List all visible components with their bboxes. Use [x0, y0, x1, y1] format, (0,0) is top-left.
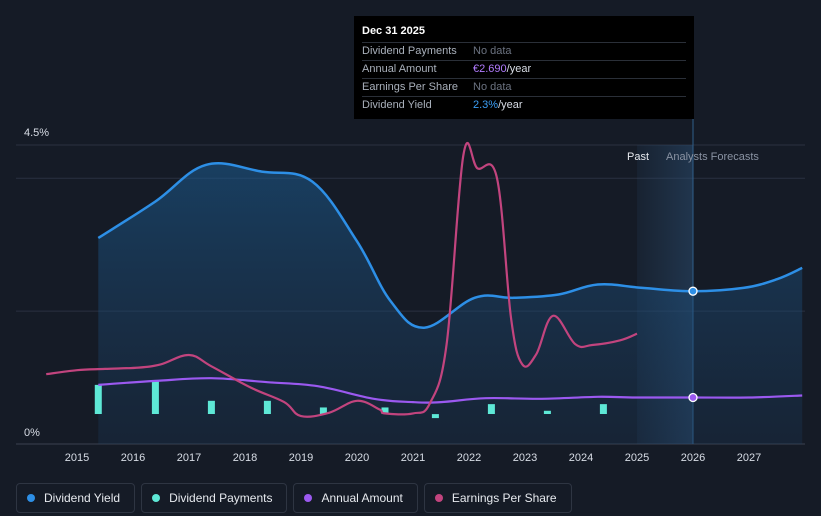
tooltip-value-wrap: €2.690/year [473, 61, 531, 78]
x-tick-2026: 2026 [681, 452, 705, 464]
tooltip-row-earnings-per-share: Earnings Per Share No data [362, 78, 686, 96]
tooltip-date: Dec 31 2025 [362, 25, 425, 37]
legend-annual-amount[interactable]: Annual Amount [293, 483, 418, 513]
x-tick-2016: 2016 [121, 452, 145, 464]
x-tick-2027: 2027 [737, 452, 761, 464]
legend-label: Annual Amount [321, 491, 403, 505]
dividend-payment-bar-2 [207, 400, 215, 414]
legend-label: Earnings Per Share [451, 491, 557, 505]
x-tick-2025: 2025 [625, 452, 649, 464]
past-label: Past [627, 151, 649, 163]
legend-dot-icon [152, 494, 161, 502]
dividend-payment-bars [94, 380, 607, 419]
tooltip-row-dividend-yield: Dividend Yield 2.3%/year [362, 96, 686, 114]
dividend-payment-bar-1 [151, 380, 159, 414]
x-tick-2018: 2018 [233, 452, 257, 464]
data-tooltip: Dec 31 2025 Dividend Payments No data An… [354, 16, 694, 119]
chart-legend: Dividend Yield Dividend Payments Annual … [16, 483, 572, 513]
legend-label: Dividend Yield [44, 491, 121, 505]
dividend-payment-bar-6 [431, 414, 439, 419]
tooltip-row-annual-amount: Annual Amount €2.690/year [362, 60, 686, 78]
legend-dot-icon [27, 494, 35, 502]
series-lines [46, 142, 803, 418]
x-tick-2022: 2022 [457, 452, 481, 464]
tooltip-value: No data [473, 45, 512, 57]
legend-dot-icon [304, 494, 313, 502]
dividend-payment-bar-5 [381, 407, 389, 414]
earnings-per-share-line [46, 142, 638, 418]
tooltip-label: Earnings Per Share [362, 81, 458, 93]
dividend-payment-bar-9 [599, 404, 607, 414]
y-axis-top-label: 4.5% [24, 127, 49, 139]
tooltip-unit: /year [506, 63, 532, 75]
tooltip-value: 2.3% [473, 99, 499, 111]
forecast-label: Analysts Forecasts [666, 151, 759, 163]
dividend-yield-area [98, 163, 803, 444]
x-tick-2024: 2024 [569, 452, 593, 464]
dividend-payment-bar-8 [543, 410, 551, 414]
tooltip-label: Dividend Payments [362, 45, 457, 57]
x-tick-2021: 2021 [401, 452, 425, 464]
legend-dividend-payments[interactable]: Dividend Payments [141, 483, 288, 513]
tooltip-label: Dividend Yield [362, 99, 432, 111]
series-markers [688, 286, 698, 403]
x-tick-2023: 2023 [513, 452, 537, 464]
dividend-yield-line [97, 162, 803, 329]
annual-amount-line [98, 377, 803, 404]
y-axis-bottom-label: 0% [24, 427, 40, 439]
tooltip-unit: /year [498, 99, 523, 111]
dividend-yield-fill [98, 163, 803, 444]
legend-label: Dividend Payments [169, 491, 273, 505]
tooltip-value-wrap: 2.3%/year [473, 97, 523, 114]
axis-labels: 4.5% 0% Past Analysts Forecasts 2015 2016… [24, 127, 761, 464]
legend-earnings-per-share[interactable]: Earnings Per Share [423, 483, 572, 513]
tooltip-value: No data [473, 81, 512, 93]
tooltip-value: €2.690 [473, 63, 507, 75]
marker-annual-amount [688, 392, 698, 403]
dividend-payment-bar-4 [319, 407, 327, 414]
marker-dividend-yield [688, 286, 698, 296]
x-tick-2015: 2015 [65, 452, 89, 464]
legend-dividend-yield[interactable]: Dividend Yield [16, 483, 136, 513]
tooltip-row-dividend-payments: Dividend Payments No data [362, 42, 686, 60]
tooltip-label: Annual Amount [362, 63, 437, 75]
x-tick-2020: 2020 [345, 452, 369, 464]
x-tick-2019: 2019 [289, 452, 313, 464]
dividend-payment-bar-3 [263, 400, 271, 414]
legend-dot-icon [434, 494, 443, 502]
x-tick-2017: 2017 [177, 452, 201, 464]
dividend-payment-bar-7 [487, 404, 495, 414]
dividend-payment-bar-0 [94, 384, 102, 414]
